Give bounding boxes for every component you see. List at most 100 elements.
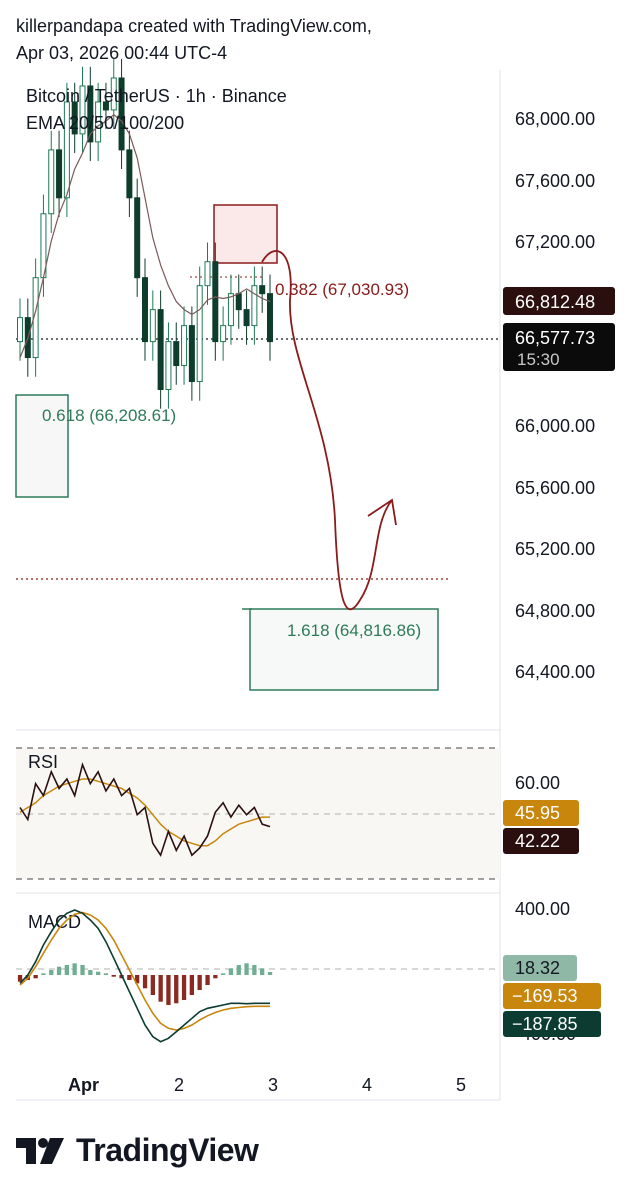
candle (235, 293, 242, 311)
macd-hist-bar (166, 975, 171, 1005)
chart-author-header: killerpandapa created with TradingView.c… (16, 16, 372, 36)
candle (95, 101, 102, 143)
macd-hist-bar (135, 975, 140, 984)
fib-0382-zone[interactable] (213, 204, 278, 264)
fib-1618-zone[interactable] (249, 608, 439, 691)
macd-hist-bar (49, 970, 54, 975)
macd-hist-bar (88, 970, 93, 975)
macd-hist-bar (41, 973, 46, 975)
macd-hist-bar (205, 975, 210, 985)
rsi-badge (503, 828, 579, 854)
macd-hist-bar (228, 968, 234, 975)
time-tick: Apr (68, 1075, 99, 1095)
macd-hist-bar (72, 963, 77, 975)
symbol-legend[interactable]: Bitcoin / TetherUS · 1h · Binance (26, 86, 287, 106)
macd-hist-bar (174, 975, 179, 1004)
macd-value: −187.85 (512, 1014, 578, 1034)
ema-line (19, 113, 271, 358)
macd-hist-bar (64, 965, 69, 975)
macd-hist-bar (111, 975, 116, 977)
price-tick: 64,400.00 (515, 662, 595, 682)
fib-0382-label: 0.382 (67,030.93) (275, 280, 409, 299)
candle (102, 101, 109, 111)
candle (79, 85, 86, 135)
current-price-badge (503, 323, 615, 371)
candle (134, 197, 141, 279)
fib-1618-label: 1.618 (64,816.86) (287, 621, 421, 640)
candle (181, 325, 188, 367)
candle (63, 101, 70, 199)
macd-title: MACD (28, 912, 81, 932)
candle (17, 317, 23, 343)
candle (204, 261, 211, 287)
price-tick: 66,000.00 (515, 416, 595, 436)
candle (196, 285, 203, 383)
candle (165, 341, 172, 391)
projection-drawing[interactable] (261, 250, 393, 611)
macd-hist-bar (33, 975, 38, 979)
macd-hist-bar (260, 968, 265, 975)
ema-price-badge (503, 287, 615, 315)
time-tick: 2 (174, 1075, 184, 1095)
candle (56, 149, 63, 199)
time-tick: 5 (456, 1075, 466, 1095)
price-tick: 65,200.00 (515, 539, 595, 559)
macd-histogram (17, 963, 273, 1005)
macd-badge (503, 1011, 601, 1037)
candle (48, 149, 55, 215)
macd-hist-bar (244, 963, 249, 975)
fib-0618-label: 0.618 (66,208.61) (42, 406, 176, 425)
macd-signal-line (19, 911, 270, 1031)
candle (157, 309, 164, 391)
candle (173, 341, 180, 367)
macd-hist-bar (181, 975, 187, 1000)
macd-hist-bar (189, 975, 194, 995)
rsi-line (19, 762, 271, 858)
macd-hist-bar (96, 971, 101, 975)
macd-hist-value: 18.32 (515, 958, 560, 978)
projection-arrowhead (367, 498, 397, 526)
candle (71, 101, 78, 135)
fib-0618-zone[interactable] (15, 394, 69, 498)
bar-countdown: 15:30 (517, 350, 560, 369)
candle (149, 309, 156, 343)
macd-hist-bar (236, 965, 241, 975)
price-axis[interactable]: 68,000.00 67,600.00 67,200.00 66,000.00 … (515, 109, 595, 682)
rsi-title: RSI (28, 752, 58, 772)
time-tick: 4 (362, 1075, 372, 1095)
macd-hist-bar (221, 973, 226, 975)
candle (212, 261, 219, 343)
macd-hist-bar (150, 975, 155, 995)
macd-hist-bar (56, 966, 62, 975)
macd-hist-bar (127, 975, 132, 980)
tradingview-wordmark: TradingView (76, 1132, 259, 1168)
macd-hist-bar (252, 965, 257, 975)
rsi-ma-badge (503, 800, 579, 826)
price-tick: 67,600.00 (515, 171, 595, 191)
candle (251, 285, 258, 327)
current-price-value: 66,577.73 (515, 328, 595, 348)
candle (267, 293, 273, 343)
macd-hist-bar (197, 975, 202, 990)
macd-tick: 400.00 (515, 899, 570, 919)
candle (87, 85, 94, 143)
macd-hist-bar (267, 972, 273, 975)
candle (227, 293, 234, 327)
candle (126, 149, 133, 199)
macd-hist-bar (142, 975, 148, 989)
candle (142, 277, 148, 343)
price-tick: 68,000.00 (515, 109, 595, 129)
macd-hist-bar (80, 965, 85, 975)
macd-signal-badge (503, 983, 601, 1009)
candle (243, 309, 250, 327)
price-tick: 64,800.00 (515, 601, 595, 621)
rsi-tick: 60.00 (515, 773, 560, 793)
tradingview-logo[interactable]: TradingView (16, 1132, 259, 1169)
ema-price-value: 66,812.48 (515, 292, 595, 312)
macd-hist-bar (17, 975, 23, 982)
macd-hist-badge (503, 955, 577, 981)
macd-hist-bar (213, 975, 218, 979)
indicator-legend[interactable]: EMA 20/50/100/200 (26, 113, 185, 133)
candle-series (17, 58, 273, 409)
